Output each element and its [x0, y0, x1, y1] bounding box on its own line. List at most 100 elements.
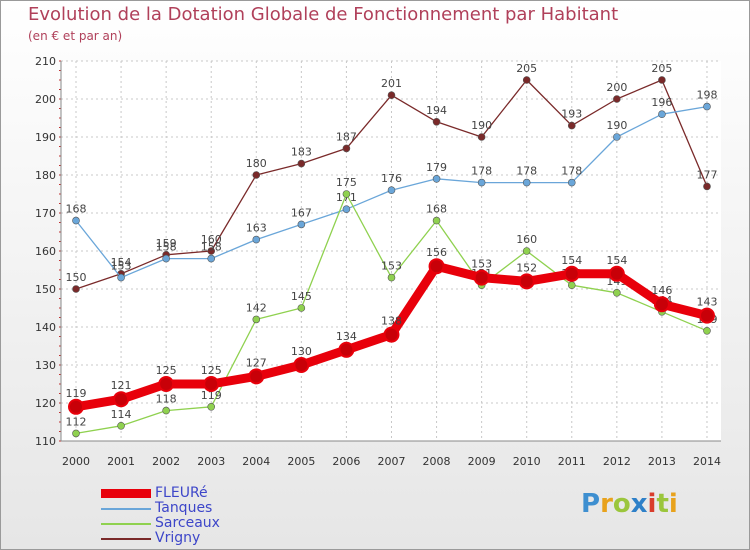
data-label: 156: [426, 246, 447, 259]
x-tick-label: 2004: [242, 455, 270, 468]
y-tick-label: 140: [35, 321, 56, 334]
data-label: 153: [381, 260, 402, 273]
data-label: 154: [606, 254, 627, 267]
data-label: 154: [111, 256, 132, 269]
legend-item-vrigny: Vrigny: [101, 531, 220, 546]
series-point-0: [158, 376, 175, 392]
series-point-0: [653, 296, 670, 313]
x-tick-label: 2010: [513, 455, 541, 468]
series-point-3: [613, 95, 621, 103]
data-label: 142: [246, 301, 267, 314]
data-label: 177: [696, 168, 717, 181]
x-tick-label: 2006: [332, 455, 360, 468]
y-tick-label: 210: [35, 55, 56, 68]
series-point-1: [72, 216, 80, 225]
series-point-3: [477, 133, 486, 141]
data-label: 160: [201, 233, 222, 246]
series-point-3: [72, 285, 80, 293]
x-tick-label: 2014: [693, 455, 721, 468]
series-point-3: [342, 144, 351, 153]
series-point-1: [477, 178, 486, 187]
series-point-1: [522, 178, 531, 187]
data-label: 143: [696, 296, 717, 309]
series-point-0: [248, 368, 265, 385]
series-point-0: [113, 391, 130, 408]
y-tick-label: 200: [35, 93, 56, 106]
series-point-2: [297, 304, 306, 312]
page-subtitle: (en € et par an): [28, 29, 123, 43]
x-tick-label: 2000: [62, 455, 90, 468]
series-point-0: [563, 265, 580, 282]
data-label: 114: [111, 408, 132, 421]
chart-legend: FLEURé Tanques Sarceaux Vrigny: [101, 486, 220, 546]
series-point-2: [162, 406, 170, 415]
series-point-3: [658, 76, 666, 84]
data-label: 118: [156, 393, 177, 406]
legend-swatch-tanques: [101, 507, 151, 510]
legend-label: Tanques: [155, 500, 213, 516]
data-label: 134: [336, 330, 357, 343]
series-point-0: [698, 307, 715, 324]
data-label: 125: [201, 364, 222, 377]
data-label: 125: [156, 364, 177, 377]
series-point-1: [162, 254, 170, 263]
series-point-1: [387, 186, 396, 194]
series-point-0: [338, 341, 355, 358]
y-tick-label: 170: [35, 207, 56, 220]
series-point-2: [387, 273, 396, 282]
data-label: 201: [381, 77, 402, 90]
series-point-1: [117, 273, 125, 282]
legend-item-sarceaux: Sarceaux: [101, 516, 220, 531]
data-label: 127: [246, 356, 267, 369]
data-label: 152: [516, 261, 537, 274]
series-point-1: [342, 205, 351, 213]
data-label: 158: [156, 241, 177, 254]
x-tick-label: 2007: [377, 455, 405, 468]
legend-label: Vrigny: [155, 530, 201, 546]
y-tick-label: 130: [35, 359, 56, 372]
data-label: 194: [426, 104, 447, 117]
series-point-3: [297, 159, 306, 168]
data-label: 153: [471, 258, 492, 271]
data-label: 163: [246, 222, 267, 235]
data-label: 168: [66, 203, 87, 216]
series-point-3: [432, 118, 441, 126]
x-tick-label: 2001: [107, 455, 135, 468]
series-point-2: [117, 421, 125, 430]
y-tick-label: 120: [35, 397, 56, 410]
data-label: 198: [696, 89, 717, 102]
series-point-2: [613, 288, 621, 297]
series-point-1: [252, 235, 261, 244]
data-label: 153: [111, 260, 132, 273]
series-point-1: [432, 175, 441, 183]
y-tick-label: 150: [35, 283, 56, 296]
data-label: 175: [336, 176, 357, 189]
series-point-3: [387, 91, 396, 99]
series-point-3: [207, 247, 216, 255]
data-label: 119: [66, 387, 87, 400]
legend-label: FLEURé: [155, 485, 208, 501]
series-point-3: [567, 121, 576, 130]
data-label: 112: [66, 415, 87, 428]
data-label: 180: [246, 157, 267, 170]
series-point-2: [342, 190, 351, 198]
series-point-0: [473, 269, 490, 286]
series-point-0: [383, 326, 400, 343]
series-point-0: [428, 258, 445, 275]
x-tick-label: 2002: [152, 455, 180, 468]
x-tick-label: 2011: [558, 455, 586, 468]
series-point-2: [72, 429, 80, 438]
series-point-0: [68, 398, 84, 415]
x-tick-label: 2003: [197, 455, 225, 468]
series-point-0: [293, 357, 310, 373]
series-point-1: [658, 110, 666, 118]
data-label: 190: [606, 119, 627, 132]
data-label: 187: [336, 130, 357, 143]
series-point-2: [703, 326, 711, 335]
data-label: 179: [426, 161, 447, 174]
series-point-1: [703, 102, 711, 111]
x-tick-label: 2005: [287, 455, 315, 468]
page-title: Evolution de la Dotation Globale de Fonc…: [28, 4, 619, 25]
series-point-0: [608, 265, 625, 282]
